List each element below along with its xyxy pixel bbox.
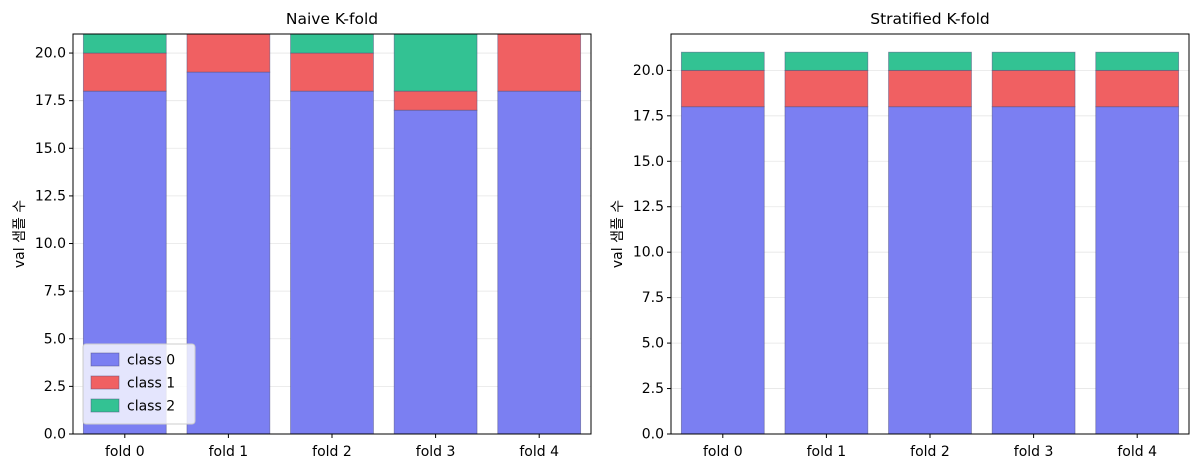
x-tick-label: fold 1	[209, 444, 249, 460]
bar-fold-2-class-2	[290, 33, 374, 54]
legend-swatch	[90, 375, 120, 390]
bar-fold-1-class-1	[186, 33, 271, 73]
y-tick-label: 12.5	[633, 199, 664, 215]
bar-fold-3-class-0	[393, 109, 478, 435]
y-tick-label: 5.0	[642, 336, 664, 352]
x-tick-label: fold 4	[1117, 444, 1157, 460]
bar-fold-0-class-1	[680, 69, 765, 108]
bar-fold-4-class-1	[1095, 69, 1180, 108]
y-tick-label: 2.5	[642, 381, 664, 397]
x-tick-label: fold 3	[1014, 444, 1054, 460]
y-axis-label: val 샘플 수	[12, 200, 28, 268]
y-tick-label: 17.5	[35, 93, 66, 109]
bar-fold-2-class-0	[888, 106, 972, 435]
bar-fold-2-class-2	[888, 51, 972, 71]
chart-panel-0: 0.0 2.5 5.0 7.5 10.0 12.5 15.0 17.5 20.0 fold 0 fo…	[12, 10, 592, 460]
legend-label: class 1	[127, 376, 175, 392]
chart-panel-1: 0.0 2.5 5.0 7.5 10.0 12.5 15.0 17.5 20.0 fold 0 fo…	[610, 10, 1190, 460]
bar-fold-4-class-0	[497, 90, 582, 435]
bar-fold-1-class-2	[784, 51, 869, 71]
y-tick-label: 12.5	[35, 188, 66, 204]
x-tick-label: fold 2	[312, 444, 352, 460]
bar-fold-1-class-0	[186, 71, 271, 435]
bar-fold-1-class-0	[784, 106, 869, 435]
x-tick-label: fold 0	[105, 444, 145, 460]
legend-label: class 2	[127, 399, 175, 415]
y-tick-label: 10.0	[35, 236, 66, 252]
bar-fold-4-class-2	[1095, 51, 1180, 71]
bar-fold-1-class-1	[784, 69, 869, 108]
bar-fold-0-class-2	[82, 33, 167, 54]
y-tick-label: 10.0	[633, 245, 664, 261]
legend-label: class 0	[127, 353, 175, 369]
bar-fold-4-class-1	[497, 33, 582, 92]
bar-fold-3-class-2	[991, 51, 1076, 71]
bar-fold-2-class-1	[888, 69, 972, 108]
y-tick-label: 20.0	[633, 63, 664, 79]
chart-title: Naive K-fold	[286, 10, 378, 28]
y-axis-label: val 샘플 수	[610, 200, 626, 268]
bar-fold-0-class-1	[82, 52, 167, 92]
bar-fold-2-class-0	[290, 90, 374, 435]
bar-fold-4-class-0	[1095, 106, 1180, 435]
bar-fold-3-class-2	[393, 33, 478, 92]
y-tick-label: 15.0	[633, 154, 664, 170]
legend-swatch	[90, 398, 120, 413]
bar-fold-3-class-1	[991, 69, 1076, 108]
bar-fold-0-class-0	[680, 106, 765, 435]
x-tick-label: fold 0	[703, 444, 743, 460]
legend-swatch	[90, 352, 120, 367]
bar-fold-0-class-2	[680, 51, 765, 71]
y-tick-label: 5.0	[44, 331, 66, 347]
x-tick-label: fold 2	[910, 444, 950, 460]
bar-fold-2-class-1	[290, 52, 374, 92]
bar-fold-3-class-0	[991, 106, 1076, 435]
x-tick-label: fold 4	[519, 444, 559, 460]
bar-fold-3-class-1	[393, 90, 478, 111]
y-tick-label: 20.0	[35, 46, 66, 62]
chart-title: Stratified K-fold	[870, 10, 989, 28]
y-tick-label: 7.5	[44, 284, 66, 300]
y-tick-label: 15.0	[35, 141, 66, 157]
x-tick-label: fold 3	[416, 444, 456, 460]
y-tick-label: 2.5	[44, 379, 66, 395]
y-tick-label: 0.0	[44, 427, 66, 443]
y-tick-label: 7.5	[642, 290, 664, 306]
x-tick-label: fold 1	[807, 444, 847, 460]
y-tick-label: 0.0	[642, 427, 664, 443]
y-tick-label: 17.5	[633, 108, 664, 124]
